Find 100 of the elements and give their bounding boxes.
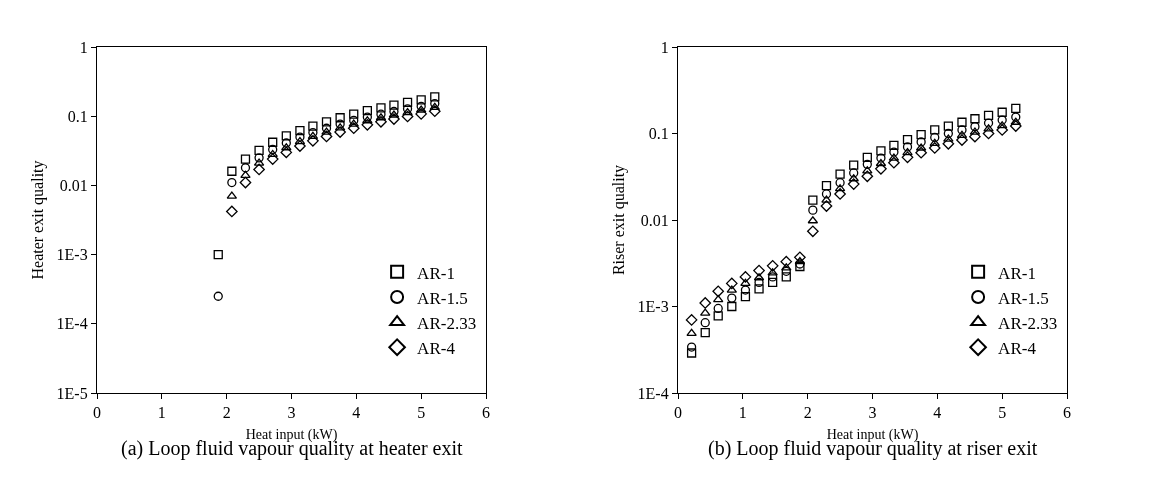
- point: [227, 177, 237, 188]
- point: [347, 122, 360, 135]
- point: [239, 176, 252, 189]
- y-tick-label: 1E-4: [56, 315, 88, 333]
- point: [768, 277, 778, 288]
- point: [902, 148, 913, 156]
- point: [754, 284, 764, 294]
- y-tick-label: 1E-4: [637, 384, 669, 402]
- y-tick-label: 1: [660, 38, 669, 56]
- legend-label: AR-1: [998, 263, 1036, 283]
- point: [349, 115, 359, 126]
- point: [334, 126, 346, 138]
- legend-label: AR-2.33: [998, 313, 1058, 333]
- point: [740, 278, 751, 287]
- point: [820, 200, 833, 212]
- point: [253, 163, 265, 176]
- point: [780, 255, 793, 268]
- x-tick-label: 0: [93, 404, 101, 422]
- point: [376, 109, 386, 119]
- point: [725, 277, 738, 290]
- point: [429, 102, 441, 111]
- point: [685, 314, 698, 326]
- point: [686, 328, 697, 336]
- x-tick-label: 5: [417, 404, 426, 422]
- point: [416, 101, 426, 111]
- point: [295, 125, 305, 136]
- point: [415, 108, 428, 120]
- point: [847, 178, 860, 190]
- point: [362, 116, 373, 124]
- point: [766, 260, 779, 272]
- x-tick-label: 5: [998, 404, 1007, 422]
- point: [740, 291, 751, 302]
- point: [781, 263, 792, 271]
- point: [835, 169, 845, 179]
- point: [956, 134, 968, 146]
- point: [957, 117, 967, 127]
- point: [375, 115, 387, 128]
- point: [767, 268, 778, 276]
- point: [849, 160, 859, 170]
- point: [294, 140, 306, 152]
- point: [227, 166, 237, 176]
- point: [983, 118, 994, 128]
- point: [266, 153, 279, 165]
- point: [781, 272, 791, 282]
- y-axis-title: Heater exit quality: [29, 160, 48, 280]
- point: [943, 121, 953, 131]
- legend-label: AR-4: [417, 338, 456, 358]
- point: [768, 272, 778, 282]
- point: [700, 327, 710, 338]
- point: [997, 107, 1007, 117]
- point: [753, 264, 765, 277]
- point: [834, 188, 846, 200]
- point: [321, 117, 332, 127]
- point: [713, 303, 723, 314]
- point: [686, 342, 697, 352]
- point: [889, 147, 899, 157]
- point: [956, 130, 968, 139]
- point: [875, 158, 887, 167]
- y-tick-label: 1E-3: [637, 298, 669, 316]
- point: [876, 146, 886, 156]
- point: [983, 124, 994, 132]
- point: [930, 132, 940, 143]
- legend-label: AR-4: [998, 338, 1037, 358]
- y-tick-label: 1E-5: [56, 384, 88, 402]
- legend-label: AR-1: [417, 263, 455, 283]
- point: [942, 137, 955, 150]
- x-tick-label: 2: [222, 404, 231, 422]
- point: [754, 277, 764, 288]
- point: [686, 348, 697, 358]
- point: [808, 195, 818, 205]
- point: [268, 137, 278, 147]
- point: [821, 189, 832, 199]
- point: [928, 142, 941, 154]
- point: [335, 119, 345, 129]
- legend-label: AR-1.5: [998, 288, 1049, 308]
- point: [821, 180, 832, 191]
- x-tick-label: 6: [482, 404, 490, 422]
- point: [739, 271, 752, 283]
- point: [915, 146, 927, 159]
- point: [712, 285, 725, 298]
- x-tick-label: 1: [157, 404, 166, 422]
- point: [930, 125, 940, 135]
- point: [335, 113, 345, 123]
- point: [862, 166, 873, 174]
- point: [727, 301, 737, 312]
- point: [849, 168, 859, 178]
- point: [835, 178, 845, 188]
- point: [1011, 103, 1021, 114]
- point: [401, 110, 414, 123]
- point: [349, 109, 359, 119]
- point: [807, 225, 819, 238]
- point: [389, 100, 399, 110]
- point: [240, 170, 251, 178]
- x-tick-label: 4: [933, 404, 942, 422]
- point: [240, 154, 251, 164]
- point: [983, 110, 994, 121]
- point: [362, 112, 372, 122]
- point: [281, 143, 292, 151]
- y-tick-label: 1E-3: [56, 246, 88, 264]
- y-axis-title: Riser exit quality: [610, 164, 629, 276]
